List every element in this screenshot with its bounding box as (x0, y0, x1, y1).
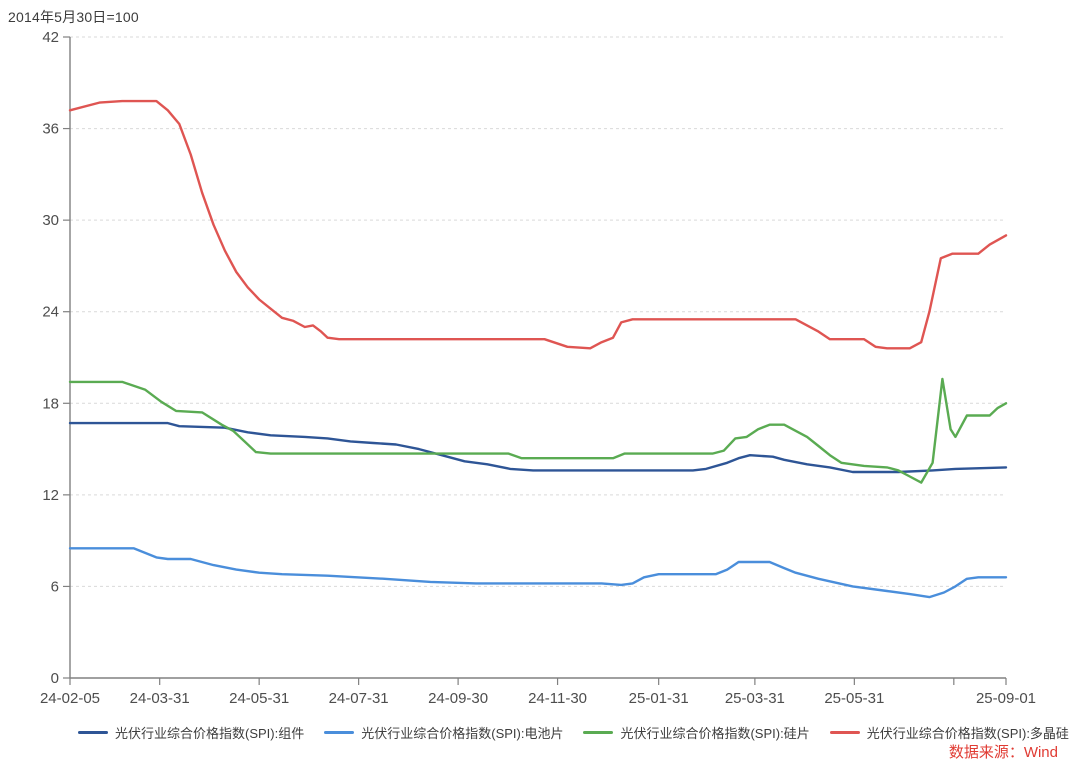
legend-label-wafer: 光伏行业综合价格指数(SPI):硅片 (620, 726, 810, 741)
svg-text:0: 0 (51, 670, 59, 687)
legend-label-polysilicon: 光伏行业综合价格指数(SPI):多晶硅 (866, 726, 1069, 741)
svg-text:24-02-05: 24-02-05 (40, 690, 100, 707)
legend-item-polysilicon: 光伏行业综合价格指数(SPI):多晶硅 (829, 723, 1069, 742)
svg-text:24-07-31: 24-07-31 (329, 690, 389, 707)
polysilicon-line-swatch-icon (829, 731, 860, 734)
chart-legend: 光伏行业综合价格指数(SPI):组件 光伏行业综合价格指数(SPI):电池片 光… (78, 723, 1070, 742)
svg-text:12: 12 (42, 487, 59, 504)
svg-text:25-01-31: 25-01-31 (629, 690, 689, 707)
module-line-swatch-icon (78, 731, 108, 734)
line-chart-plot: 0 6 12 18 24 30 36 42 24-02-05 24-03-31 24-05-31 24… (40, 29, 1036, 707)
svg-text:36: 36 (42, 121, 59, 138)
svg-text:24-11-30: 24-11-30 (528, 690, 587, 707)
cell-line-swatch-icon (324, 731, 355, 734)
data-source-note: 数据来源：Wind (948, 744, 1058, 761)
wafer-line-swatch-icon (583, 731, 614, 734)
svg-text:24-03-31: 24-03-31 (130, 690, 190, 707)
legend-item-wafer: 光伏行业综合价格指数(SPI):硅片 (583, 723, 810, 742)
svg-text:30: 30 (42, 212, 59, 229)
legend-item-module: 光伏行业综合价格指数(SPI):组件 (78, 723, 304, 742)
svg-text:24-09-30: 24-09-30 (428, 690, 488, 707)
index-base-note: 2014年5月30日=100 (8, 9, 139, 25)
svg-text:24-05-31: 24-05-31 (229, 690, 289, 707)
svg-text:18: 18 (42, 395, 59, 412)
legend-label-cell: 光伏行业综合价格指数(SPI):电池片 (361, 726, 564, 741)
svg-text:25-09-01: 25-09-01 (976, 690, 1036, 707)
svg-text:6: 6 (51, 578, 59, 595)
legend-item-cell: 光伏行业综合价格指数(SPI):电池片 (324, 723, 563, 742)
svg-text:25-05-31: 25-05-31 (824, 690, 884, 707)
svg-text:42: 42 (42, 29, 59, 46)
legend-label-module: 光伏行业综合价格指数(SPI):组件 (115, 726, 305, 741)
svg-text:25-03-31: 25-03-31 (725, 690, 785, 707)
svg-text:24: 24 (42, 304, 59, 321)
